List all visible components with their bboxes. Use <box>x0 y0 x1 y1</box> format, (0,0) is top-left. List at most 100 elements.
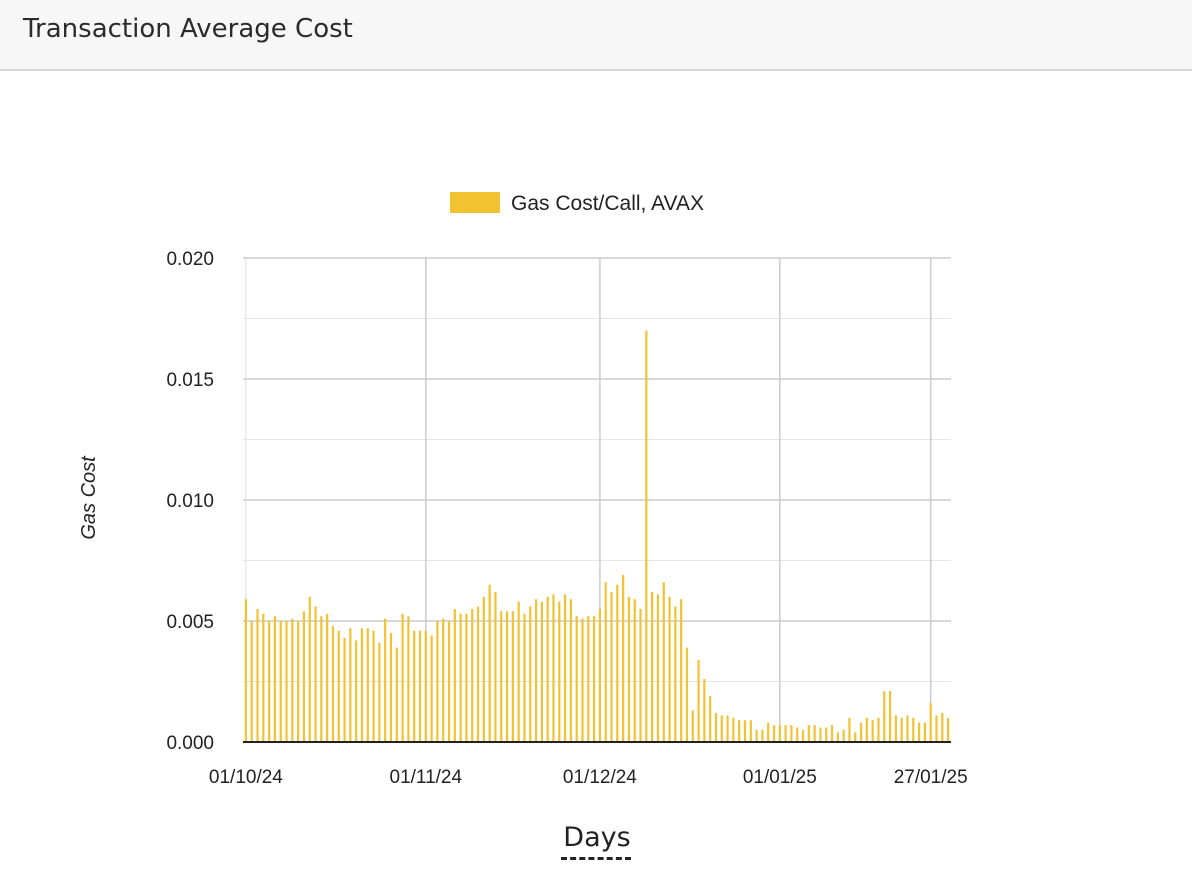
bar <box>784 725 787 742</box>
bar <box>639 608 642 742</box>
bar <box>598 608 602 742</box>
bar <box>656 594 660 742</box>
bar <box>436 621 439 742</box>
bar <box>476 606 480 742</box>
bar <box>912 717 915 742</box>
x-axis-label-underline <box>561 857 631 860</box>
legend[interactable]: Gas Cost/Call, AVAX <box>450 192 704 215</box>
bar <box>268 621 271 742</box>
bar <box>680 599 683 742</box>
bar <box>326 613 329 742</box>
bar <box>772 725 776 742</box>
bar <box>668 596 671 742</box>
bar <box>500 611 503 742</box>
grid-lines <box>243 257 951 742</box>
bar <box>320 616 323 742</box>
bar <box>749 720 752 742</box>
bar <box>622 575 625 742</box>
bar <box>273 616 277 742</box>
bar <box>517 601 520 742</box>
bar <box>575 616 578 742</box>
bar <box>494 591 497 742</box>
bar <box>842 729 845 742</box>
panel-header: Transaction Average Cost <box>0 0 1192 71</box>
y-tick-label: 0.010 <box>166 491 214 512</box>
bar <box>465 613 468 742</box>
bar <box>418 630 422 742</box>
x-tick-label: 01/01/25 <box>743 767 817 788</box>
y-axis-label: Gas Cost <box>78 455 100 540</box>
bar <box>801 729 805 742</box>
bar <box>859 722 863 742</box>
bar <box>546 596 549 742</box>
bar <box>877 717 880 742</box>
bar <box>378 642 381 742</box>
bar <box>685 647 689 742</box>
bar <box>471 608 474 742</box>
bar <box>540 601 543 742</box>
bar <box>819 727 822 742</box>
bar <box>285 621 288 742</box>
bar <box>697 659 700 742</box>
x-tick-label: 01/10/24 <box>209 767 283 788</box>
bar <box>790 725 793 742</box>
bar <box>807 725 810 742</box>
bar <box>894 715 897 742</box>
bar <box>302 611 306 742</box>
bar <box>407 616 410 742</box>
bar <box>761 729 764 742</box>
bar <box>813 725 816 742</box>
bar <box>360 628 364 742</box>
bar <box>709 696 712 742</box>
bar <box>395 647 398 742</box>
bar <box>743 720 747 742</box>
bar <box>738 720 741 742</box>
bar <box>308 596 311 742</box>
bar <box>244 599 248 742</box>
bar <box>511 611 514 742</box>
bar <box>720 715 723 742</box>
bar <box>691 710 694 742</box>
bar <box>610 591 613 742</box>
bar <box>389 633 393 742</box>
bar <box>935 715 938 742</box>
bar <box>917 722 921 742</box>
bar <box>314 606 317 742</box>
bar <box>883 691 886 742</box>
bar <box>453 608 456 742</box>
bar <box>900 717 903 742</box>
bar <box>256 608 259 742</box>
panel-title: Transaction Average Cost <box>23 14 353 44</box>
bar <box>947 717 950 742</box>
bar <box>830 725 834 742</box>
bar <box>651 591 654 742</box>
bar <box>633 599 636 742</box>
bar <box>343 637 346 742</box>
bar <box>384 618 387 742</box>
y-tick-label: 0.015 <box>166 370 214 391</box>
x-axis-label: Days <box>563 822 631 853</box>
bar <box>616 584 619 742</box>
bar <box>755 729 758 742</box>
bar <box>488 584 491 742</box>
bar <box>401 613 404 742</box>
bar <box>627 596 631 742</box>
bar <box>337 630 340 742</box>
bar <box>297 621 300 742</box>
bar <box>563 594 567 742</box>
bar <box>732 717 735 742</box>
bar <box>366 628 369 742</box>
bar <box>447 621 451 742</box>
bar <box>279 621 282 742</box>
bar <box>848 717 851 742</box>
bar <box>604 582 607 742</box>
bar <box>442 618 445 742</box>
bar <box>836 732 839 742</box>
bar <box>714 712 718 742</box>
bar <box>778 725 781 742</box>
bar <box>726 715 729 742</box>
bar <box>674 606 677 742</box>
bar <box>929 703 932 742</box>
bar <box>523 613 526 742</box>
bar <box>906 715 909 742</box>
